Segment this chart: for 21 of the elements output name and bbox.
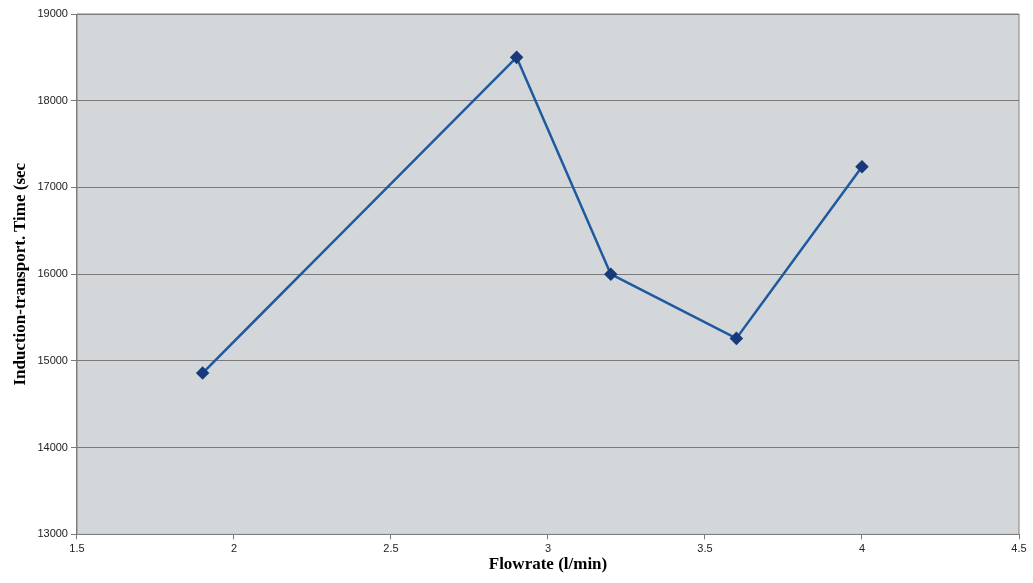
point [510,51,523,64]
x-tick-label: 2 [230,542,238,555]
y-tick-label: 16000 [37,267,68,280]
y-tick-label: 15000 [37,353,68,366]
x-tick-label: 4 [858,542,866,555]
point [730,332,743,345]
point [604,267,618,281]
x-tick-label: 3.5 [697,542,713,555]
x-tick-label: 2.5 [383,542,399,555]
y-tick-label: 17000 [37,180,68,193]
y-tick-label: 14000 [37,440,68,453]
x-tick-label: 4.5 [1011,542,1027,555]
y-tick-label: 13000 [37,527,68,540]
x-tick-label: 3 [544,542,552,555]
point [855,160,869,173]
y-tick-label: 19000 [37,7,68,20]
x-axis-title: Flowrate (l/min) [488,554,608,574]
y-tick-label: 18000 [37,93,68,106]
x-tick-label: 1.5 [69,542,85,555]
y-axis-title: Induction-transport. Time (sec [9,162,29,386]
point [196,366,209,380]
